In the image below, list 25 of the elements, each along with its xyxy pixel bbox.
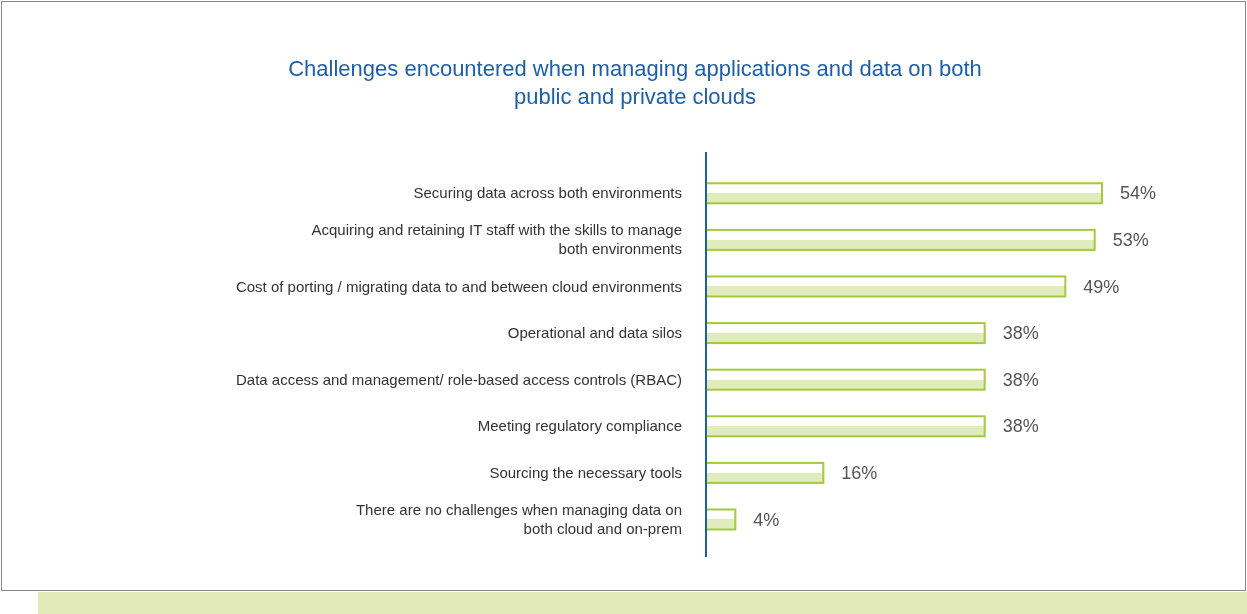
y-tick-label: Acquiring and retaining IT staff with the skills to manage both environments [311, 221, 682, 258]
data-label: 53% [1112, 229, 1149, 250]
y-tick-label: Data access and management/ role-based access controls (RBAC) [235, 370, 682, 388]
data-label: 16% [841, 462, 878, 483]
bar [705, 368, 986, 391]
data-label: 49% [1083, 276, 1120, 297]
bar [705, 275, 1067, 298]
bar [705, 322, 986, 345]
data-label: 38% [1002, 416, 1039, 437]
data-label: 4% [753, 509, 780, 530]
bar [705, 228, 1096, 251]
data-label: 54% [1120, 183, 1157, 204]
y-tick-label: Cost of porting / migrating data to and between cloud environments [235, 277, 682, 295]
bar [705, 182, 1103, 205]
y-tick-label: Meeting regulatory compliance [477, 417, 682, 435]
y-tick-label: There are no challenges when managing data on both cloud and on-prem [355, 501, 682, 537]
data-label: 38% [1002, 323, 1039, 344]
bar [705, 415, 986, 438]
bar [705, 461, 825, 484]
chart-title: Challenges encountered when managing applications and data on both public and private clouds [288, 56, 982, 109]
data-label: 38% [1002, 369, 1039, 390]
y-tick-label: Securing data across both environments [413, 184, 682, 202]
bar [705, 508, 737, 531]
y-tick-label: Operational and data silos [507, 324, 682, 342]
y-tick-label: Sourcing the necessary tools [489, 463, 682, 481]
